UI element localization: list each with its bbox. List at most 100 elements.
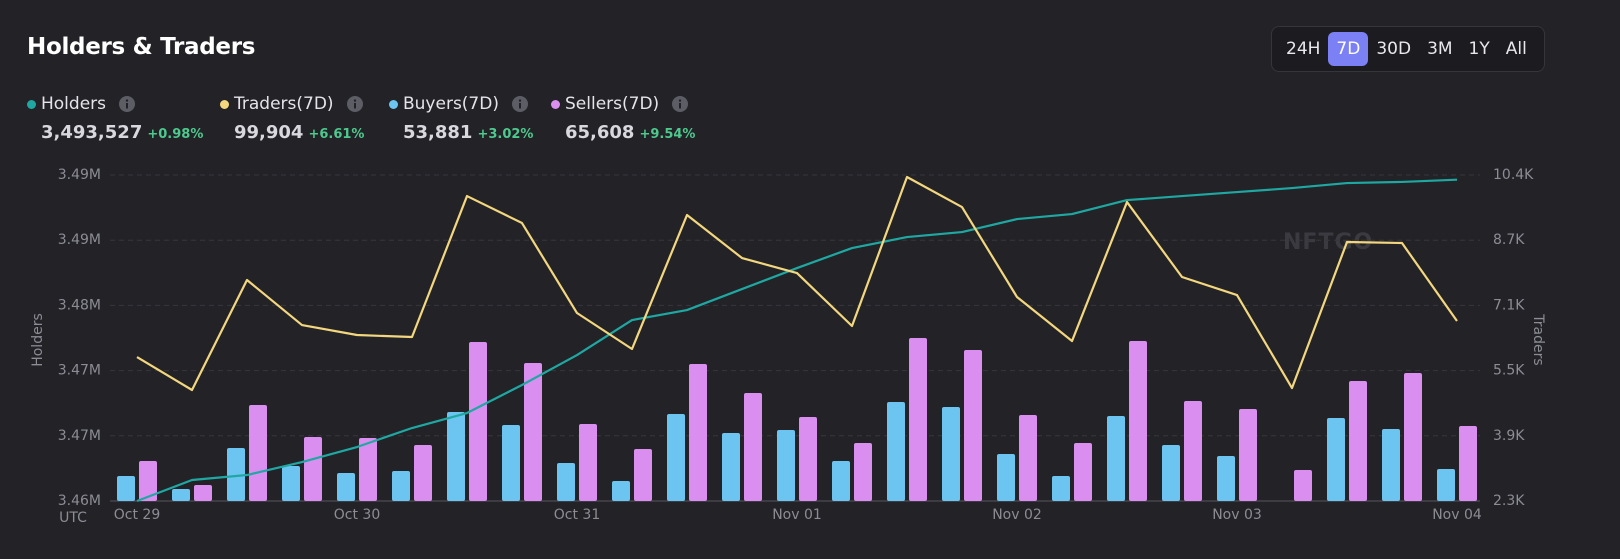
legend-total: 3,493,527 +0.98% (41, 122, 203, 143)
bar (964, 350, 982, 501)
bar (942, 407, 960, 501)
bar (579, 424, 597, 501)
bar (524, 363, 542, 501)
info-icon[interactable] (672, 96, 689, 112)
bar (689, 363, 707, 501)
bar (359, 438, 377, 501)
bar (832, 460, 850, 501)
bar (117, 476, 135, 501)
bar (1129, 341, 1147, 501)
legend-dot (551, 99, 560, 109)
x-tick-label: Nov 04 (1432, 507, 1482, 523)
range-button[interactable]: 24H (1286, 39, 1321, 59)
bar (634, 449, 652, 501)
bar (557, 463, 575, 501)
total-value: 53,881 (403, 122, 473, 143)
legend-total: 65,608 +9.54% (565, 122, 695, 143)
legend-item: Buyers(7D) 53,881 +3.02% (389, 94, 533, 143)
range-selector: 24H 7D 30D 3M 1Y All (1271, 26, 1545, 72)
total-change: +9.54% (639, 127, 696, 142)
bar (909, 338, 927, 501)
bar (887, 402, 905, 501)
range-button[interactable]: 30D (1376, 39, 1412, 59)
bar (172, 489, 190, 501)
total-value: 65,608 (565, 122, 635, 143)
info-icon[interactable] (346, 96, 363, 112)
y-tick-label: 3.49M (58, 167, 101, 183)
bar (612, 480, 630, 501)
y2-tick-label: 7.1K (1493, 297, 1525, 313)
bar (1217, 456, 1235, 501)
x-tick-label: Oct 31 (554, 507, 600, 523)
y-tick-label: 3.46M (58, 493, 101, 509)
bar (194, 485, 212, 501)
legend-name: Sellers(7D) (565, 94, 660, 114)
x-tick-label: Nov 02 (992, 507, 1042, 523)
total-value: 3,493,527 (41, 122, 143, 143)
legend-label: Traders(7D) (220, 94, 364, 114)
info-icon[interactable] (511, 96, 528, 112)
legend-item: Sellers(7D) 65,608 +9.54% (551, 94, 695, 143)
bar (282, 466, 300, 501)
y2-tick-label: 2.3K (1493, 493, 1525, 509)
bar (722, 433, 740, 501)
y2-axis-title: Traders (1530, 313, 1546, 365)
bar (1052, 476, 1070, 501)
bar (667, 414, 685, 501)
x-tick-label: Oct 29 (114, 507, 160, 523)
bar (139, 460, 157, 501)
range-button[interactable]: All (1505, 39, 1527, 59)
bar (447, 412, 465, 501)
legend-dot (220, 99, 229, 109)
legend-total: 99,904 +6.61% (234, 122, 364, 143)
bar (414, 444, 432, 501)
bar (799, 417, 817, 501)
bar (1349, 381, 1367, 501)
bar (1019, 415, 1037, 501)
bar (1327, 418, 1345, 501)
y2-tick-label: 5.5K (1493, 363, 1525, 379)
bar (304, 437, 322, 501)
bar (1404, 373, 1422, 501)
range-button[interactable]: 1Y (1468, 39, 1490, 59)
y-axis-title: Holders (30, 313, 46, 367)
range-button[interactable]: 3M (1427, 39, 1453, 59)
legend-name: Buyers(7D) (403, 94, 499, 114)
total-value: 99,904 (234, 122, 304, 143)
legend-label: Sellers(7D) (551, 94, 695, 114)
range-button[interactable]: 7D (1328, 32, 1369, 66)
info-icon[interactable] (119, 96, 136, 112)
legend-name: Holders (41, 94, 107, 114)
bar (227, 447, 245, 501)
bar (1437, 469, 1455, 501)
line (136, 175, 1458, 392)
legend-name: Traders(7D) (234, 94, 334, 114)
legend-item: Traders(7D) 99,904 +6.61% (220, 94, 364, 143)
legend-label: Holders (27, 94, 203, 114)
x-tick-label: Oct 30 (334, 507, 380, 523)
bar (1107, 415, 1125, 501)
bar (1294, 470, 1312, 501)
legend-dot (389, 99, 398, 109)
y-tick-label: 3.47M (58, 363, 101, 379)
bar (1162, 444, 1180, 501)
line (136, 178, 1458, 503)
x-tick-label: Nov 01 (772, 507, 822, 523)
bar (1459, 425, 1477, 501)
y2-tick-label: 3.9K (1493, 428, 1525, 444)
x-axis-title: UTC (59, 510, 87, 526)
bar (997, 454, 1015, 501)
y-tick-label: 3.48M (58, 297, 101, 313)
x-tick-label: Nov 03 (1212, 507, 1262, 523)
total-change: +0.98% (147, 127, 204, 142)
y2-tick-label: 8.7K (1493, 232, 1525, 248)
bar (744, 392, 762, 501)
bar (502, 425, 520, 501)
bar (1074, 443, 1092, 501)
bar (337, 473, 355, 501)
bar (1382, 428, 1400, 501)
page-title: Holders & Traders (27, 34, 256, 60)
total-change: +3.02% (477, 127, 534, 142)
